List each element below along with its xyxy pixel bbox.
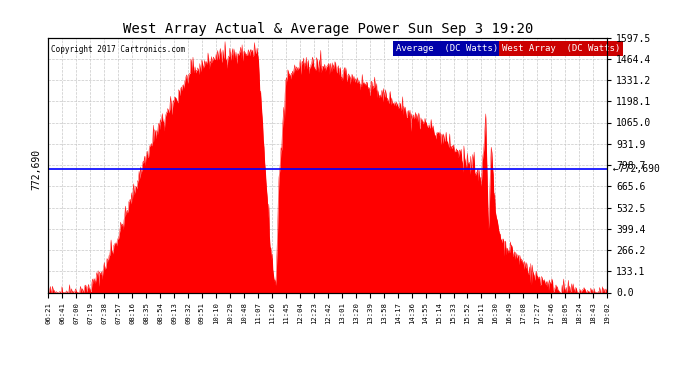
Text: 772,690: 772,690 (31, 148, 41, 190)
Title: West Array Actual & Average Power Sun Sep 3 19:20: West Array Actual & Average Power Sun Se… (123, 22, 533, 36)
Text: Copyright 2017 Cartronics.com: Copyright 2017 Cartronics.com (51, 45, 185, 54)
Text: Average  (DC Watts): Average (DC Watts) (396, 44, 498, 53)
Text: ←772,690: ←772,690 (607, 164, 660, 174)
Text: West Array  (DC Watts): West Array (DC Watts) (502, 44, 620, 53)
